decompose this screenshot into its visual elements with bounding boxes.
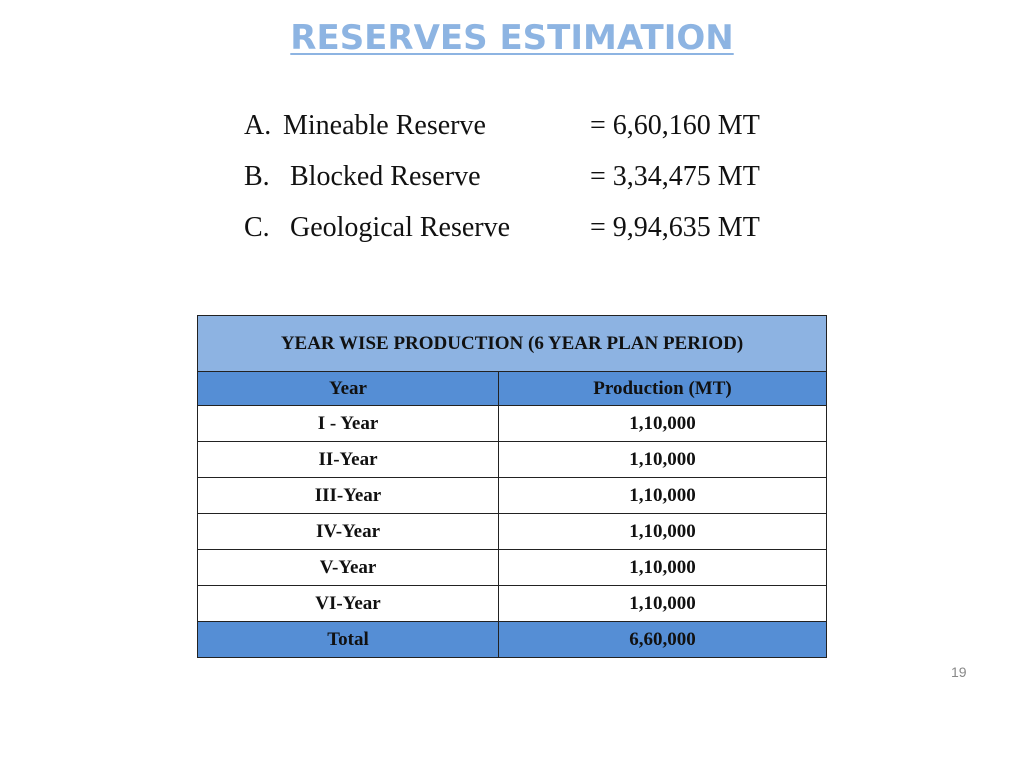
production-cell: 1,10,000 [498, 513, 827, 550]
reserve-item: A. Mineable Reserve = 6,60,160 MT [244, 108, 844, 144]
production-cell: 1,10,000 [498, 585, 827, 622]
reserve-item: B. Blocked Reserve = 3,34,475 MT [244, 159, 844, 195]
reserve-label: Mineable Reserve [283, 110, 486, 141]
reserve-label: Blocked Reserve [290, 161, 481, 192]
table-row: I - Year 1,10,000 [197, 405, 827, 442]
production-cell: 1,10,000 [498, 477, 827, 514]
table-row: VI-Year 1,10,000 [197, 585, 827, 622]
title: RESERVES ESTIMATION [290, 18, 734, 58]
production-table: YEAR WISE PRODUCTION (6 YEAR PLAN PERIOD… [197, 315, 827, 658]
caption-row: YEAR WISE PRODUCTION (6 YEAR PLAN PERIOD… [197, 315, 827, 372]
production-cell: 1,10,000 [498, 405, 827, 442]
table-row: V-Year 1,10,000 [197, 549, 827, 586]
page-number: 19 [951, 664, 967, 680]
year-cell: III-Year [197, 477, 499, 514]
reserve-item: C. Geological Reserve = 9,94,635 MT [244, 210, 844, 246]
total-value: 6,60,000 [498, 621, 827, 658]
table-caption: YEAR WISE PRODUCTION (6 YEAR PLAN PERIOD… [197, 315, 827, 372]
year-cell: VI-Year [197, 585, 499, 622]
year-cell: I - Year [197, 405, 499, 442]
marker: A. [244, 110, 272, 141]
year-cell: IV-Year [197, 513, 499, 550]
total-row: Total 6,60,000 [197, 621, 827, 658]
reserve-value: = 9,94,635 MT [590, 212, 760, 243]
header-cell: Year [197, 371, 499, 406]
marker: B. [244, 161, 270, 192]
header-cell: Production (MT) [498, 371, 827, 406]
year-cell: II-Year [197, 441, 499, 478]
production-cell: 1,10,000 [498, 441, 827, 478]
production-cell: 1,10,000 [498, 549, 827, 586]
year-cell: V-Year [197, 549, 499, 586]
reserve-label: Geological Reserve [290, 212, 511, 243]
header-row: Year Production (MT) [197, 371, 827, 406]
table-row: III-Year 1,10,000 [197, 477, 827, 514]
total-label: Total [197, 621, 499, 658]
reserve-value: = 3,34,475 MT [590, 161, 760, 192]
marker: C. [244, 212, 270, 243]
table-row: IV-Year 1,10,000 [197, 513, 827, 550]
table-row: II-Year 1,10,000 [197, 441, 827, 478]
table-body: YEAR WISE PRODUCTION (6 YEAR PLAN PERIOD… [197, 315, 827, 658]
reserve-value: = 6,60,160 MT [590, 110, 760, 141]
